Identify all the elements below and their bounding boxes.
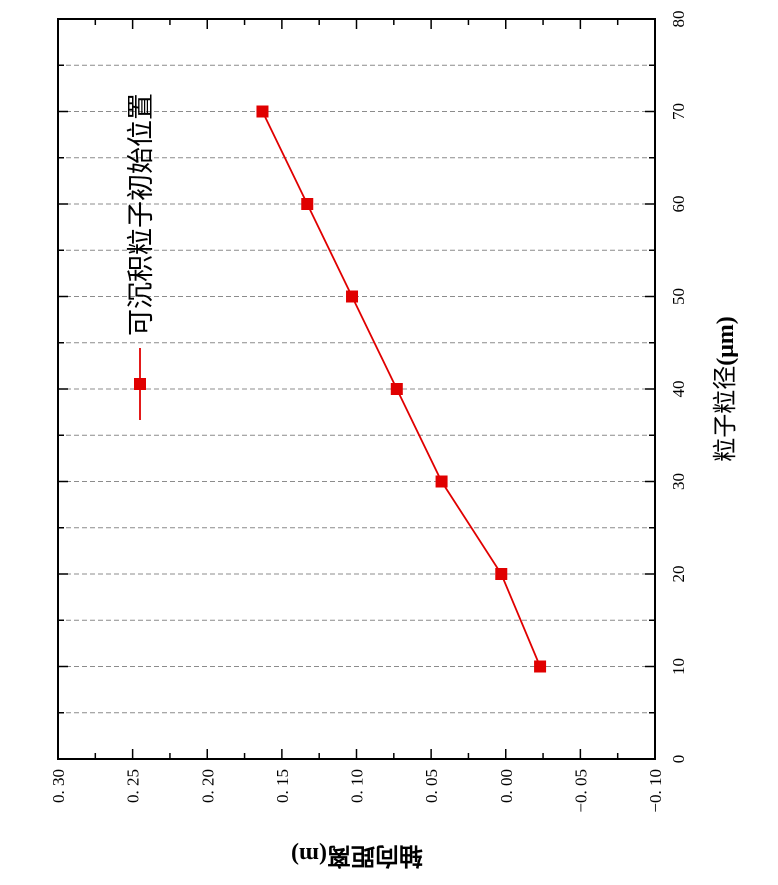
y-axis-title-text: 轴向距离 — [327, 842, 423, 870]
x-tick-label: 50 — [669, 288, 688, 305]
x-axis-title: 粒子粒径(μm) — [712, 316, 739, 462]
y-tick-label: 0. 05 — [422, 769, 441, 803]
legend-marker — [134, 378, 146, 390]
y-tick-label: 0. 10 — [348, 769, 367, 803]
data-point — [495, 568, 508, 580]
x-tick-label: 40 — [669, 381, 688, 398]
data-point — [534, 660, 547, 673]
y-tick-label: −0. 05 — [571, 769, 590, 813]
y-tick-label: 0. 15 — [273, 769, 292, 803]
x-tick-label: 30 — [669, 473, 688, 490]
y-tick-label: −0. 10 — [646, 769, 665, 813]
x-tick-label: 0 — [669, 755, 688, 764]
data-point — [256, 105, 269, 118]
legend-label: 可沉积粒子初始位置 — [126, 93, 156, 336]
y-axis-unit: (m) — [291, 842, 327, 868]
y-tick-label: 0. 00 — [497, 769, 516, 803]
legend: 可沉积粒子初始位置 — [126, 93, 156, 420]
gridlines — [58, 64, 655, 714]
x-axis-unit: (μm) — [713, 316, 739, 366]
x-tick-label: 60 — [669, 196, 688, 213]
axes: 0 10 20 30 40 50 60 70 80 0. 30 0. 25 0. 20 0. 15 0. … — [49, 11, 688, 813]
y-tick-label: 0. 25 — [124, 769, 143, 803]
y-tick-label: 0. 30 — [49, 769, 68, 803]
data-point — [346, 290, 359, 303]
data-point — [301, 198, 314, 210]
data-point — [435, 475, 448, 488]
series — [256, 105, 547, 673]
data-point — [390, 383, 403, 395]
y-axis-title: 轴向距离(m) — [291, 842, 423, 870]
x-tick-label: 70 — [669, 103, 688, 120]
x-tick-label: 20 — [669, 566, 688, 583]
x-tick-label: 80 — [669, 11, 688, 28]
y-tick-label: 0. 20 — [198, 769, 217, 803]
x-tick-label: 10 — [669, 658, 688, 675]
x-axis-title-text: 粒子粒径 — [712, 366, 739, 462]
